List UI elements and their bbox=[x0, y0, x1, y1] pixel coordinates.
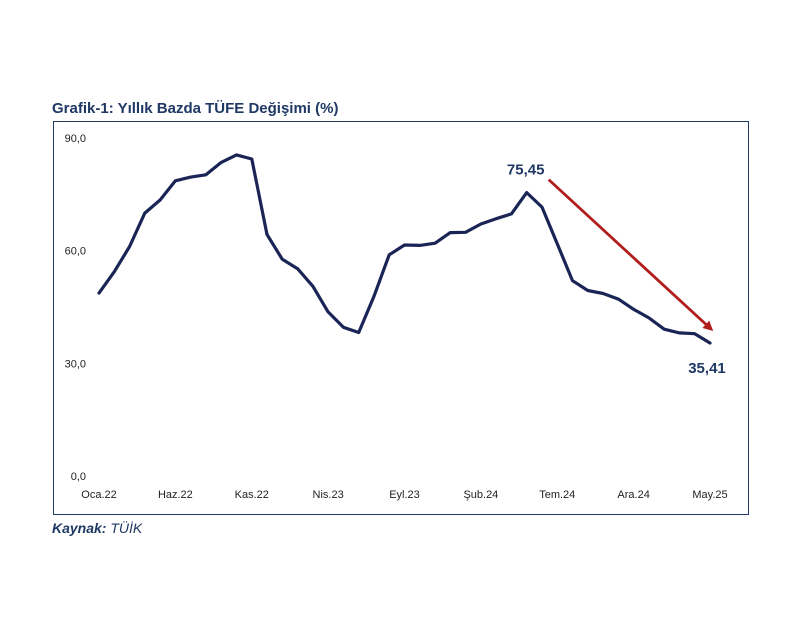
chart-title: Grafik-1: Yıllık Bazda TÜFE Değişimi (%) bbox=[52, 100, 339, 117]
x-tick-label: Eyl.23 bbox=[389, 489, 420, 501]
x-tick-label: Kas.22 bbox=[235, 489, 269, 501]
series-line bbox=[97, 153, 712, 345]
source-note: Kaynak: TÜİK bbox=[52, 520, 142, 536]
x-tick-label: Haz.22 bbox=[158, 489, 193, 501]
chart-frame bbox=[53, 121, 749, 515]
x-tick-label: Şub.24 bbox=[463, 489, 498, 501]
y-tick-label: 60,0 bbox=[65, 246, 86, 258]
x-tick-label: May.25 bbox=[692, 489, 727, 501]
x-tick-label: Ara.24 bbox=[617, 489, 649, 501]
x-tick-label: Nis.23 bbox=[313, 489, 344, 501]
x-tick-label: Tem.24 bbox=[539, 489, 575, 501]
y-tick-label: 90,0 bbox=[65, 133, 86, 145]
source-value: TÜİK bbox=[110, 520, 143, 536]
trend-arrow bbox=[547, 178, 714, 332]
y-tick-label: 0,0 bbox=[71, 471, 86, 483]
annotation-peak-label: 75,45 bbox=[507, 162, 545, 179]
annotation-last-label: 35,41 bbox=[688, 360, 726, 377]
source-label: Kaynak: bbox=[52, 520, 107, 536]
y-tick-label: 30,0 bbox=[65, 358, 86, 370]
x-tick-label: Oca.22 bbox=[81, 489, 116, 501]
